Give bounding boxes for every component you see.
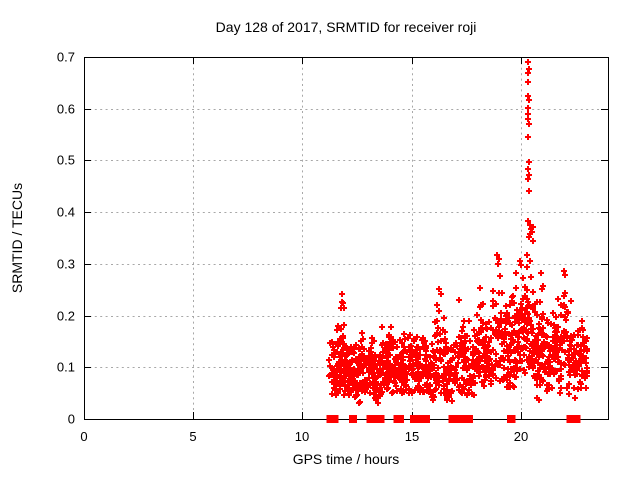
y-tick-label: 0.5 [57, 153, 75, 168]
y-tick-label: 0.1 [57, 360, 75, 375]
zero-run-markers [326, 415, 581, 423]
y-tick-label: 0.3 [57, 257, 75, 272]
x-tick-label: 10 [295, 429, 309, 444]
x-tick-labels: 0 5 10 15 20 [80, 429, 528, 444]
y-tick-label: 0 [68, 412, 75, 427]
plot-border [84, 57, 609, 420]
axis-ticks [84, 57, 608, 420]
y-tick-labels: 0 0.1 0.2 0.3 0.4 0.5 0.6 0.7 [57, 50, 75, 427]
grid-lines [84, 57, 608, 419]
scatter-points [326, 59, 590, 406]
x-axis-label: GPS time / hours [292, 451, 400, 467]
x-tick-label: 15 [405, 429, 419, 444]
x-tick-label: 20 [514, 429, 528, 444]
chart-title: Day 128 of 2017, SRMTID for receiver roj… [215, 19, 477, 35]
y-tick-label: 0.6 [57, 102, 75, 117]
y-tick-label: 0.4 [57, 205, 75, 220]
y-tick-label: 0.2 [57, 309, 75, 324]
x-tick-label: 5 [189, 429, 196, 444]
x-tick-label: 0 [80, 429, 87, 444]
y-tick-label: 0.7 [57, 50, 75, 65]
